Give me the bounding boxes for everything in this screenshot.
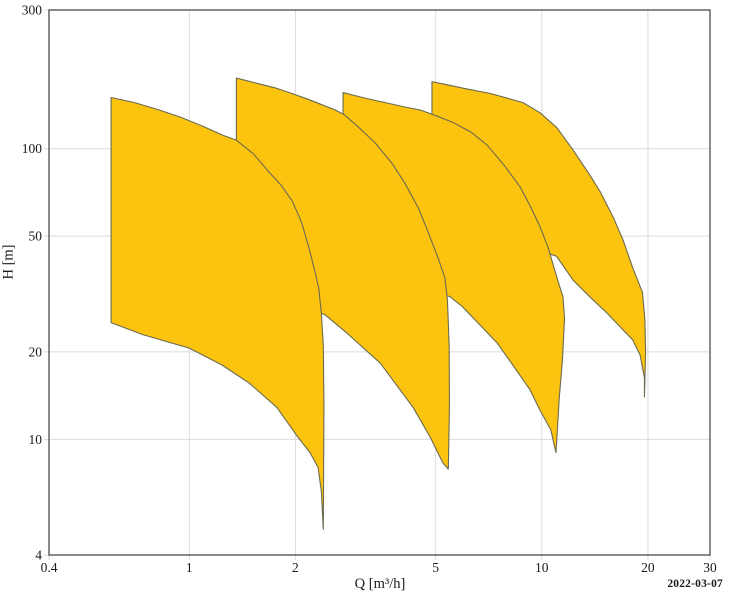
x-tick-labels: 0.4 1 2 5 10 20 30 [41,560,717,575]
y-tick-label: 4 [35,548,42,563]
date-label: 2022-03-07 [667,578,723,590]
x-tick-label: 0.4 [41,560,58,575]
x-tick-label: 10 [535,560,549,575]
y-tick-label: 300 [22,3,43,18]
x-tick-label: 20 [641,560,655,575]
y-tick-label: 50 [29,229,43,244]
pump-envelope-regions [110,77,647,530]
x-tick-label: 2 [292,560,299,575]
y-tick-labels: 4 10 20 50 100 300 [22,3,43,563]
y-tick-label: 100 [22,141,43,156]
x-tick-label: 5 [432,560,439,575]
x-tick-label: 30 [703,560,717,575]
x-tick-label: 1 [186,560,193,575]
y-axis-title: H [m] [0,244,17,280]
pump-envelope-2 [235,77,450,470]
y-tick-label: 20 [29,344,43,359]
pump-envelope-1 [110,96,325,530]
y-tick-label: 10 [29,432,43,447]
plot-border [48,9,711,556]
x-axis-title: Q [m³/h] [354,576,406,592]
